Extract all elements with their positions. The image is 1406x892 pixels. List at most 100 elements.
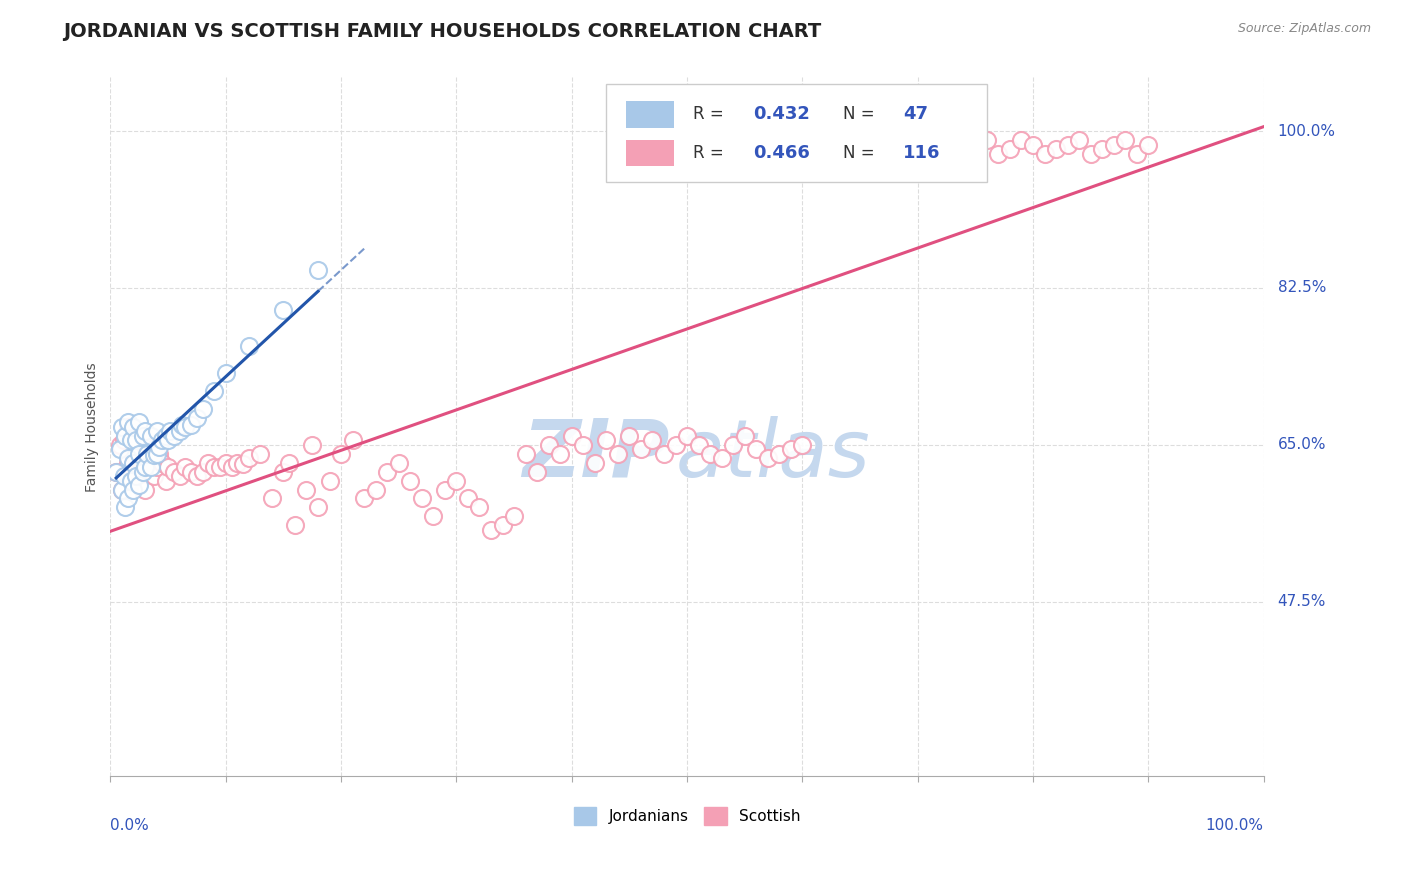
Point <box>117 456 139 470</box>
Point <box>120 474 142 488</box>
Point <box>1056 137 1078 152</box>
Text: 100.0%: 100.0% <box>1206 818 1264 833</box>
Text: 0.0%: 0.0% <box>111 818 149 833</box>
Point <box>918 137 941 152</box>
Point <box>307 500 329 515</box>
Point <box>148 440 170 454</box>
Point <box>125 434 148 448</box>
Point <box>157 434 180 448</box>
Point <box>1045 142 1067 156</box>
Point <box>273 303 295 318</box>
Point <box>883 137 905 152</box>
Point <box>208 460 231 475</box>
Point <box>202 384 225 398</box>
Point <box>238 451 260 466</box>
Point <box>226 456 249 470</box>
FancyBboxPatch shape <box>606 85 987 182</box>
Point <box>114 429 136 443</box>
Point <box>134 483 156 497</box>
Point <box>1137 137 1160 152</box>
Point <box>630 442 652 457</box>
Point <box>120 474 142 488</box>
Point <box>375 465 398 479</box>
Point <box>837 146 859 161</box>
Point <box>111 419 134 434</box>
Text: 0.466: 0.466 <box>752 144 810 162</box>
Point <box>112 469 135 483</box>
Point <box>128 465 150 479</box>
Point <box>803 151 825 165</box>
Point <box>111 483 134 497</box>
Text: 100.0%: 100.0% <box>1278 124 1336 138</box>
Point <box>537 438 560 452</box>
Point <box>120 434 142 448</box>
Point <box>295 483 318 497</box>
Point <box>503 509 526 524</box>
Point <box>145 447 167 461</box>
Point <box>745 442 768 457</box>
Point <box>1080 146 1102 161</box>
Point <box>117 491 139 506</box>
Point <box>284 518 307 533</box>
Point <box>128 415 150 429</box>
Point <box>468 500 491 515</box>
Point <box>155 474 177 488</box>
Point <box>664 438 686 452</box>
FancyBboxPatch shape <box>626 101 675 128</box>
Point <box>619 429 641 443</box>
Point <box>353 491 375 506</box>
Point <box>307 263 329 277</box>
Point <box>641 434 664 448</box>
Point <box>399 474 422 488</box>
Point <box>143 449 166 463</box>
Point <box>318 474 340 488</box>
Point <box>145 425 167 439</box>
Text: N =: N = <box>842 105 880 123</box>
Point <box>122 425 145 439</box>
Point <box>134 460 156 475</box>
Point <box>595 434 617 448</box>
Point <box>721 438 744 452</box>
FancyBboxPatch shape <box>626 140 675 166</box>
Y-axis label: Family Households: Family Households <box>86 362 100 491</box>
Point <box>238 339 260 353</box>
Point <box>125 460 148 475</box>
Text: R =: R = <box>693 144 728 162</box>
Point <box>136 447 159 461</box>
Point <box>561 429 583 443</box>
Point <box>526 465 548 479</box>
Point <box>907 146 929 161</box>
Point <box>688 438 710 452</box>
Point <box>131 465 153 479</box>
Point <box>273 465 295 479</box>
Point <box>260 491 283 506</box>
Point <box>180 417 202 432</box>
Point <box>131 456 153 470</box>
Point <box>139 429 162 443</box>
Text: N =: N = <box>842 144 880 162</box>
Point <box>1114 133 1136 147</box>
Point <box>157 460 180 475</box>
Point <box>169 469 191 483</box>
Point <box>768 447 790 461</box>
Point <box>143 469 166 483</box>
Point <box>446 474 468 488</box>
Point <box>131 429 153 443</box>
Point <box>108 438 131 452</box>
Point <box>411 491 433 506</box>
Point <box>779 442 801 457</box>
Point <box>364 483 387 497</box>
Point <box>976 133 998 147</box>
Point <box>122 447 145 461</box>
Point <box>145 460 167 475</box>
Point <box>112 434 135 448</box>
Point <box>134 425 156 439</box>
Point <box>953 146 976 161</box>
Text: Source: ZipAtlas.com: Source: ZipAtlas.com <box>1237 22 1371 36</box>
Point <box>1102 137 1125 152</box>
Point <box>491 518 513 533</box>
Point <box>170 417 193 432</box>
Text: 47.5%: 47.5% <box>1278 594 1326 609</box>
Point <box>139 451 162 466</box>
Point <box>174 460 197 475</box>
